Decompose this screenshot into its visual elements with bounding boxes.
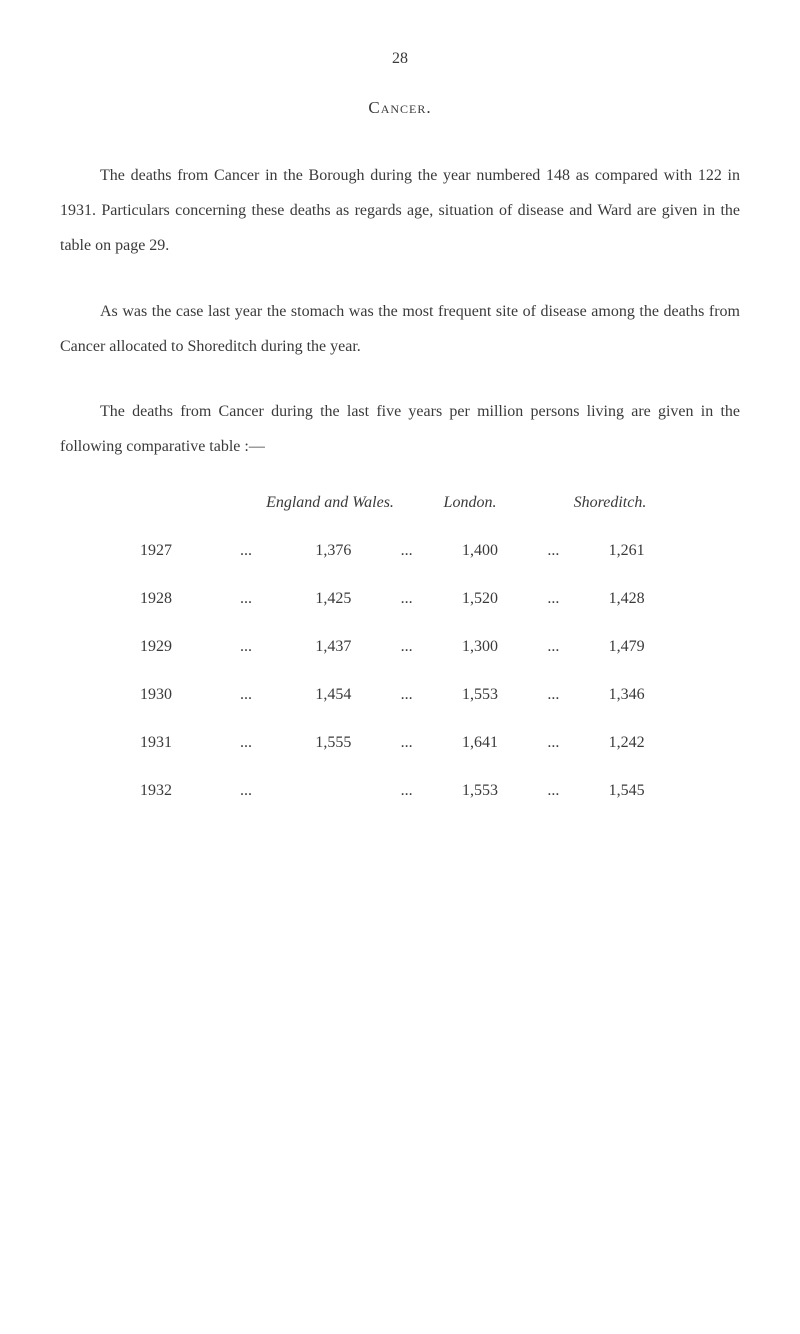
ellipsis: ... [240, 590, 280, 608]
table-row: 1929 ... 1,437 ... 1,300 ... 1,479 [140, 638, 680, 656]
year-cell: 1931 [140, 734, 240, 752]
page-number: 28 [60, 50, 740, 68]
england-wales-cell: 1,376 [280, 542, 387, 560]
ellipsis: ... [240, 686, 280, 704]
ellipsis: ... [533, 734, 573, 752]
table-row: 1931 ... 1,555 ... 1,641 ... 1,242 [140, 734, 680, 752]
england-wales-cell: 1,454 [280, 686, 387, 704]
shoreditch-cell: 1,428 [573, 590, 680, 608]
table-row: 1930 ... 1,454 ... 1,553 ... 1,346 [140, 686, 680, 704]
ellipsis: ... [533, 590, 573, 608]
ellipsis: ... [387, 542, 427, 560]
ellipsis: ... [387, 590, 427, 608]
year-cell: 1932 [140, 782, 240, 800]
ellipsis: ... [240, 734, 280, 752]
ellipsis: ... [387, 638, 427, 656]
ellipsis: ... [387, 782, 427, 800]
shoreditch-cell: 1,479 [573, 638, 680, 656]
year-cell: 1930 [140, 686, 240, 704]
london-cell: 1,300 [427, 638, 534, 656]
table-header: England and Wales. London. Shoreditch. [140, 494, 680, 512]
year-cell: 1927 [140, 542, 240, 560]
shoreditch-cell: 1,261 [573, 542, 680, 560]
table-row: 1932 ... ... 1,553 ... 1,545 [140, 782, 680, 800]
shoreditch-cell: 1,346 [573, 686, 680, 704]
header-england-wales: England and Wales. [260, 494, 400, 512]
england-wales-cell: 1,555 [280, 734, 387, 752]
ellipsis: ... [240, 638, 280, 656]
data-table: England and Wales. London. Shoreditch. 1… [60, 494, 740, 800]
header-london: London. [400, 494, 540, 512]
year-cell: 1928 [140, 590, 240, 608]
paragraph-2: As was the case last year the stomach wa… [60, 294, 740, 364]
table-row: 1928 ... 1,425 ... 1,520 ... 1,428 [140, 590, 680, 608]
paragraph-1: The deaths from Cancer in the Borough du… [60, 158, 740, 264]
ellipsis: ... [533, 638, 573, 656]
ellipsis: ... [533, 782, 573, 800]
ellipsis: ... [387, 734, 427, 752]
header-shoreditch: Shoreditch. [540, 494, 680, 512]
table-row: 1927 ... 1,376 ... 1,400 ... 1,261 [140, 542, 680, 560]
ellipsis: ... [533, 542, 573, 560]
paragraph-3: The deaths from Cancer during the last f… [60, 394, 740, 464]
year-cell: 1929 [140, 638, 240, 656]
london-cell: 1,400 [427, 542, 534, 560]
shoreditch-cell: 1,545 [573, 782, 680, 800]
ellipsis: ... [387, 686, 427, 704]
london-cell: 1,641 [427, 734, 534, 752]
ellipsis: ... [240, 542, 280, 560]
section-title: Cancer. [60, 98, 740, 118]
london-cell: 1,553 [427, 782, 534, 800]
ellipsis: ... [240, 782, 280, 800]
england-wales-cell: 1,425 [280, 590, 387, 608]
london-cell: 1,520 [427, 590, 534, 608]
england-wales-cell: 1,437 [280, 638, 387, 656]
london-cell: 1,553 [427, 686, 534, 704]
ellipsis: ... [533, 686, 573, 704]
shoreditch-cell: 1,242 [573, 734, 680, 752]
